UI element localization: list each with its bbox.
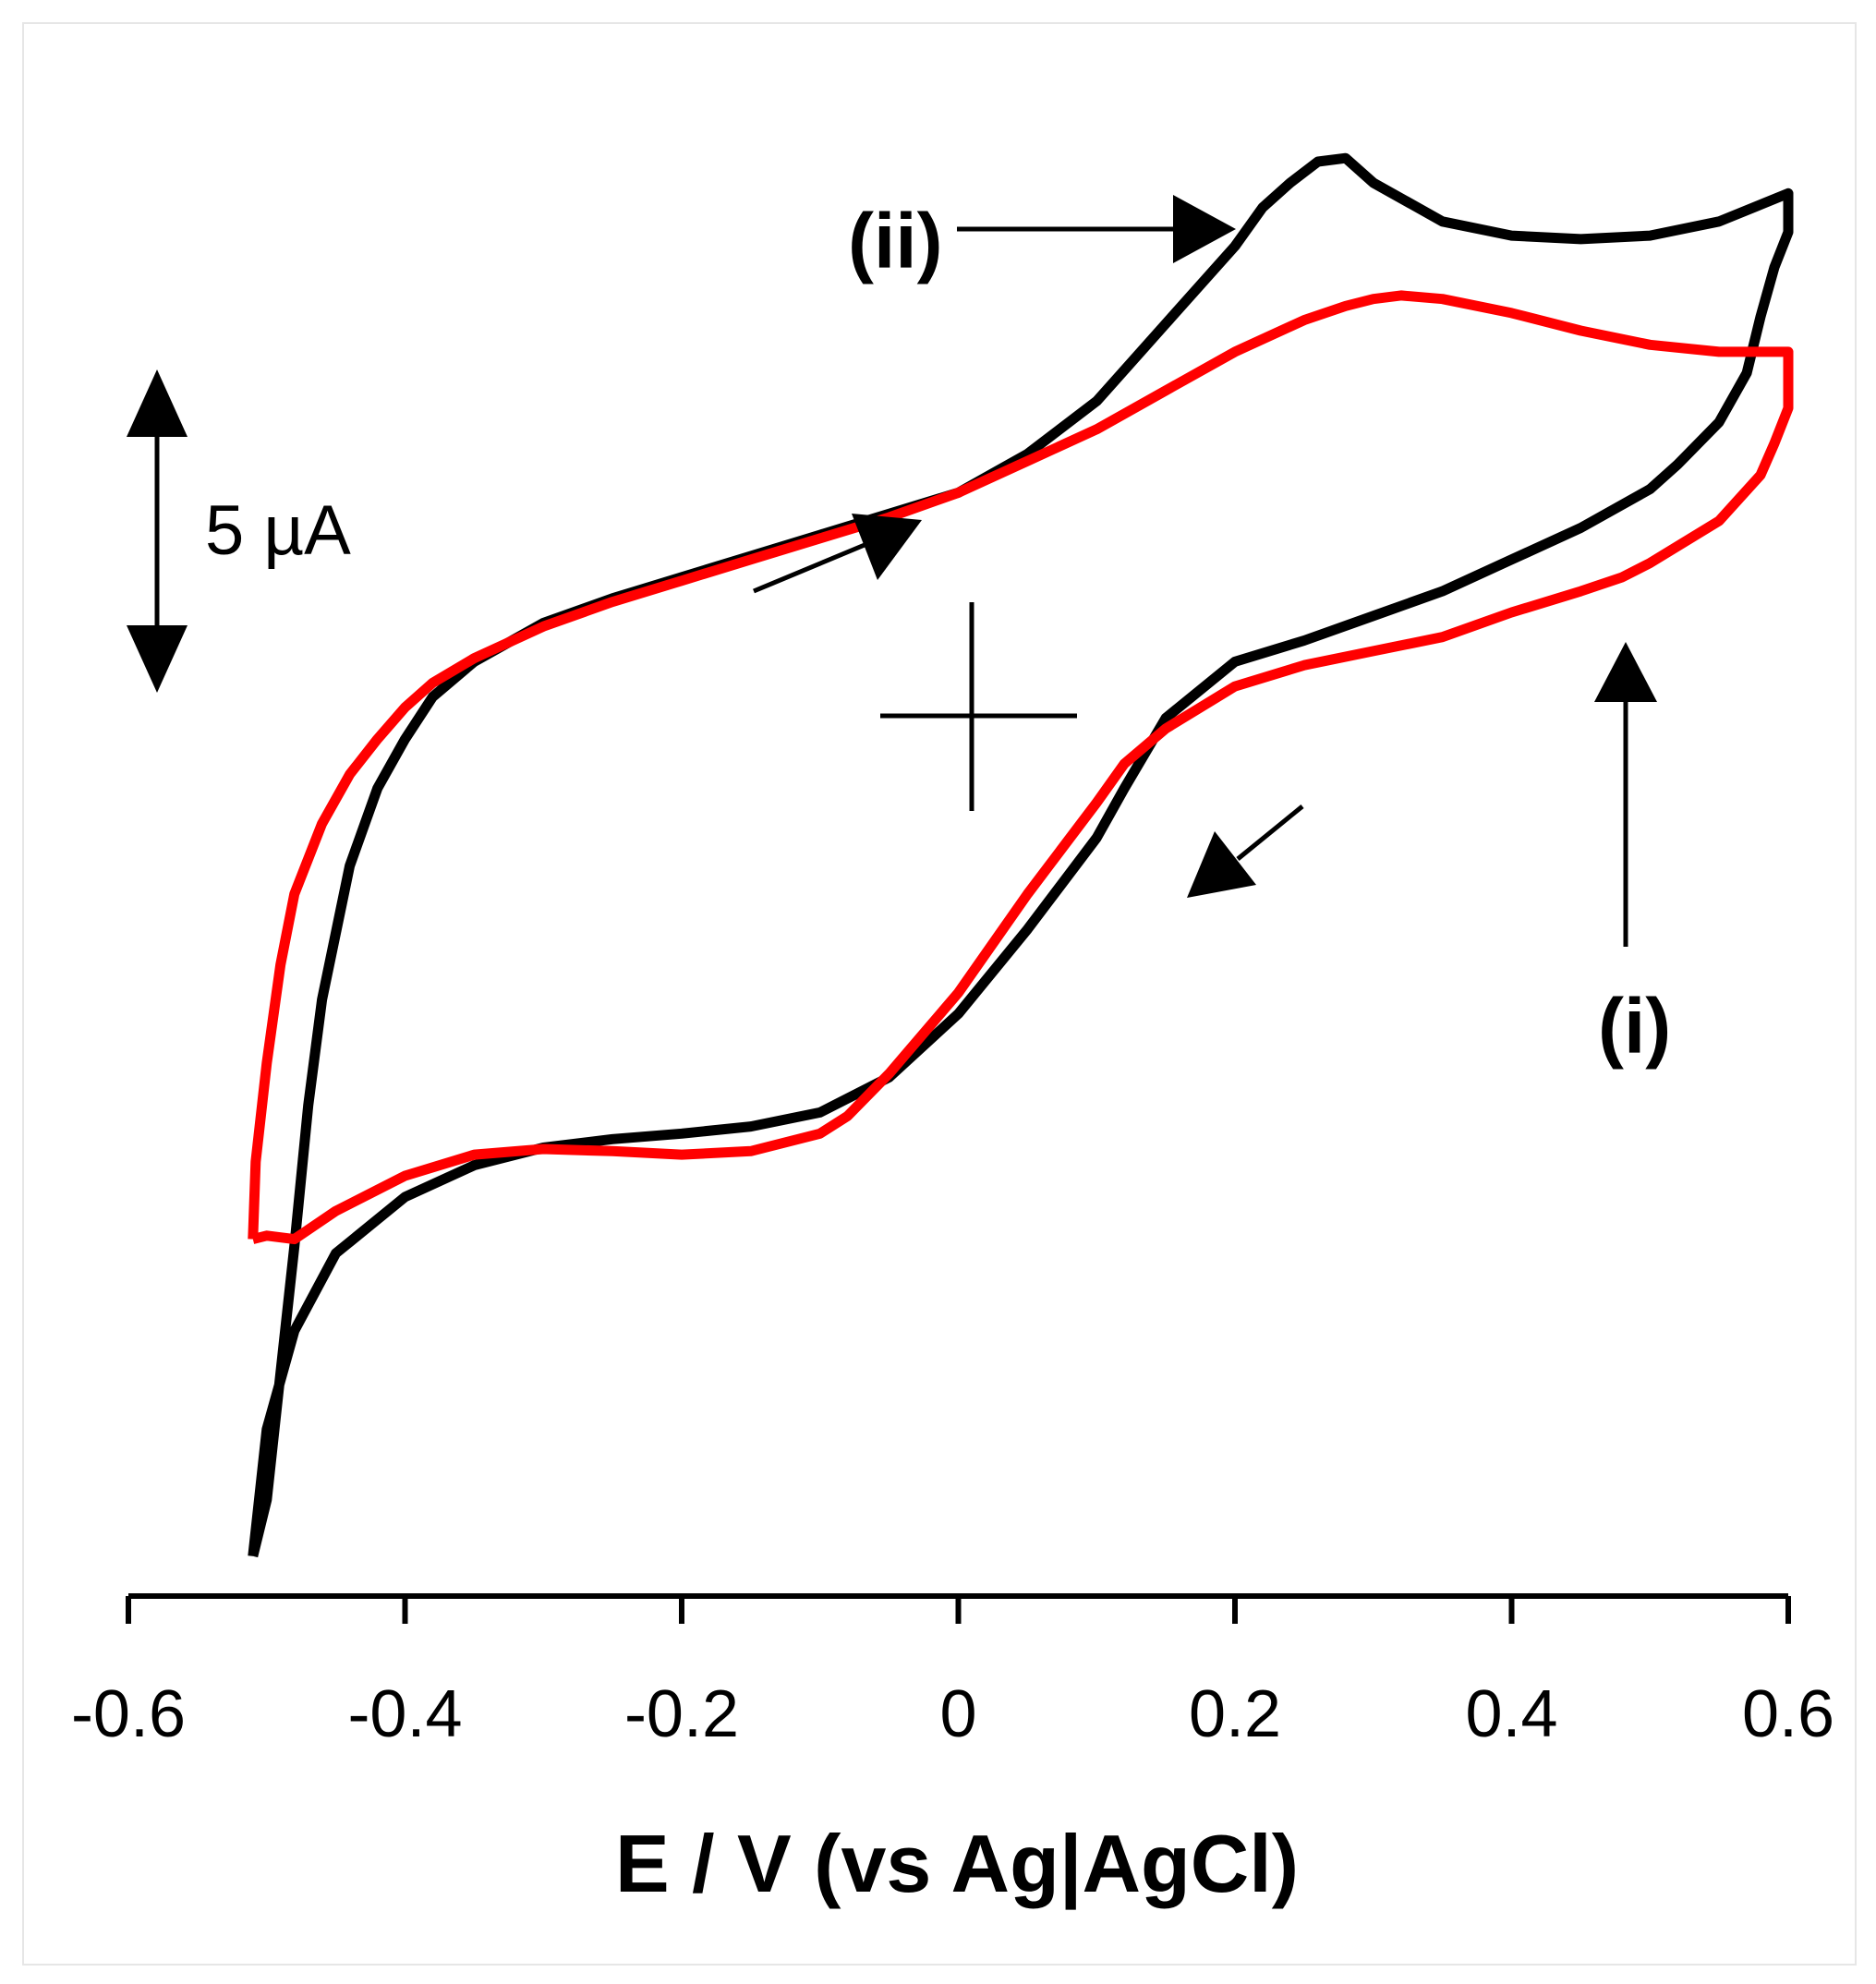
x-tick-label: 0.6 — [1742, 1677, 1834, 1751]
forward-scan-arrow-icon — [753, 514, 922, 594]
series-line-ii — [248, 152, 1794, 1558]
x-tick-label: 0.4 — [1465, 1677, 1557, 1751]
x-axis-title: E / V (vs Ag|AgCl) — [615, 1818, 1299, 1910]
x-axis-ticks — [126, 1596, 1791, 1624]
label-ii-pointer — [957, 195, 1236, 263]
label-ii-arrow-icon — [1173, 195, 1236, 263]
scale-bar: 5 µA — [127, 369, 351, 693]
x-tick-label: -0.2 — [624, 1677, 739, 1751]
series-line-i — [248, 290, 1794, 1245]
series-i-label: (i) — [1598, 983, 1671, 1070]
scale-bar-down-arrow-icon — [127, 625, 188, 693]
x-tick-label: -0.4 — [347, 1677, 462, 1751]
label-i-arrow-icon — [1594, 642, 1657, 702]
x-tick-label: 0 — [939, 1677, 976, 1751]
curves-group — [248, 152, 1794, 1558]
origin-cross — [880, 602, 1077, 811]
scale-bar-label: 5 µA — [205, 491, 351, 570]
label-i-pointer — [1594, 642, 1657, 947]
x-axis-tick-labels: -0.6 -0.4 -0.2 0 0.2 0.4 0.6 — [71, 1677, 1834, 1751]
x-tick-label: 0.2 — [1189, 1677, 1281, 1751]
scale-bar-up-arrow-icon — [127, 369, 188, 437]
series-ii-label: (ii) — [848, 198, 943, 284]
x-tick-label: -0.6 — [71, 1677, 186, 1751]
reverse-scan-arrow-icon — [1187, 804, 1304, 898]
